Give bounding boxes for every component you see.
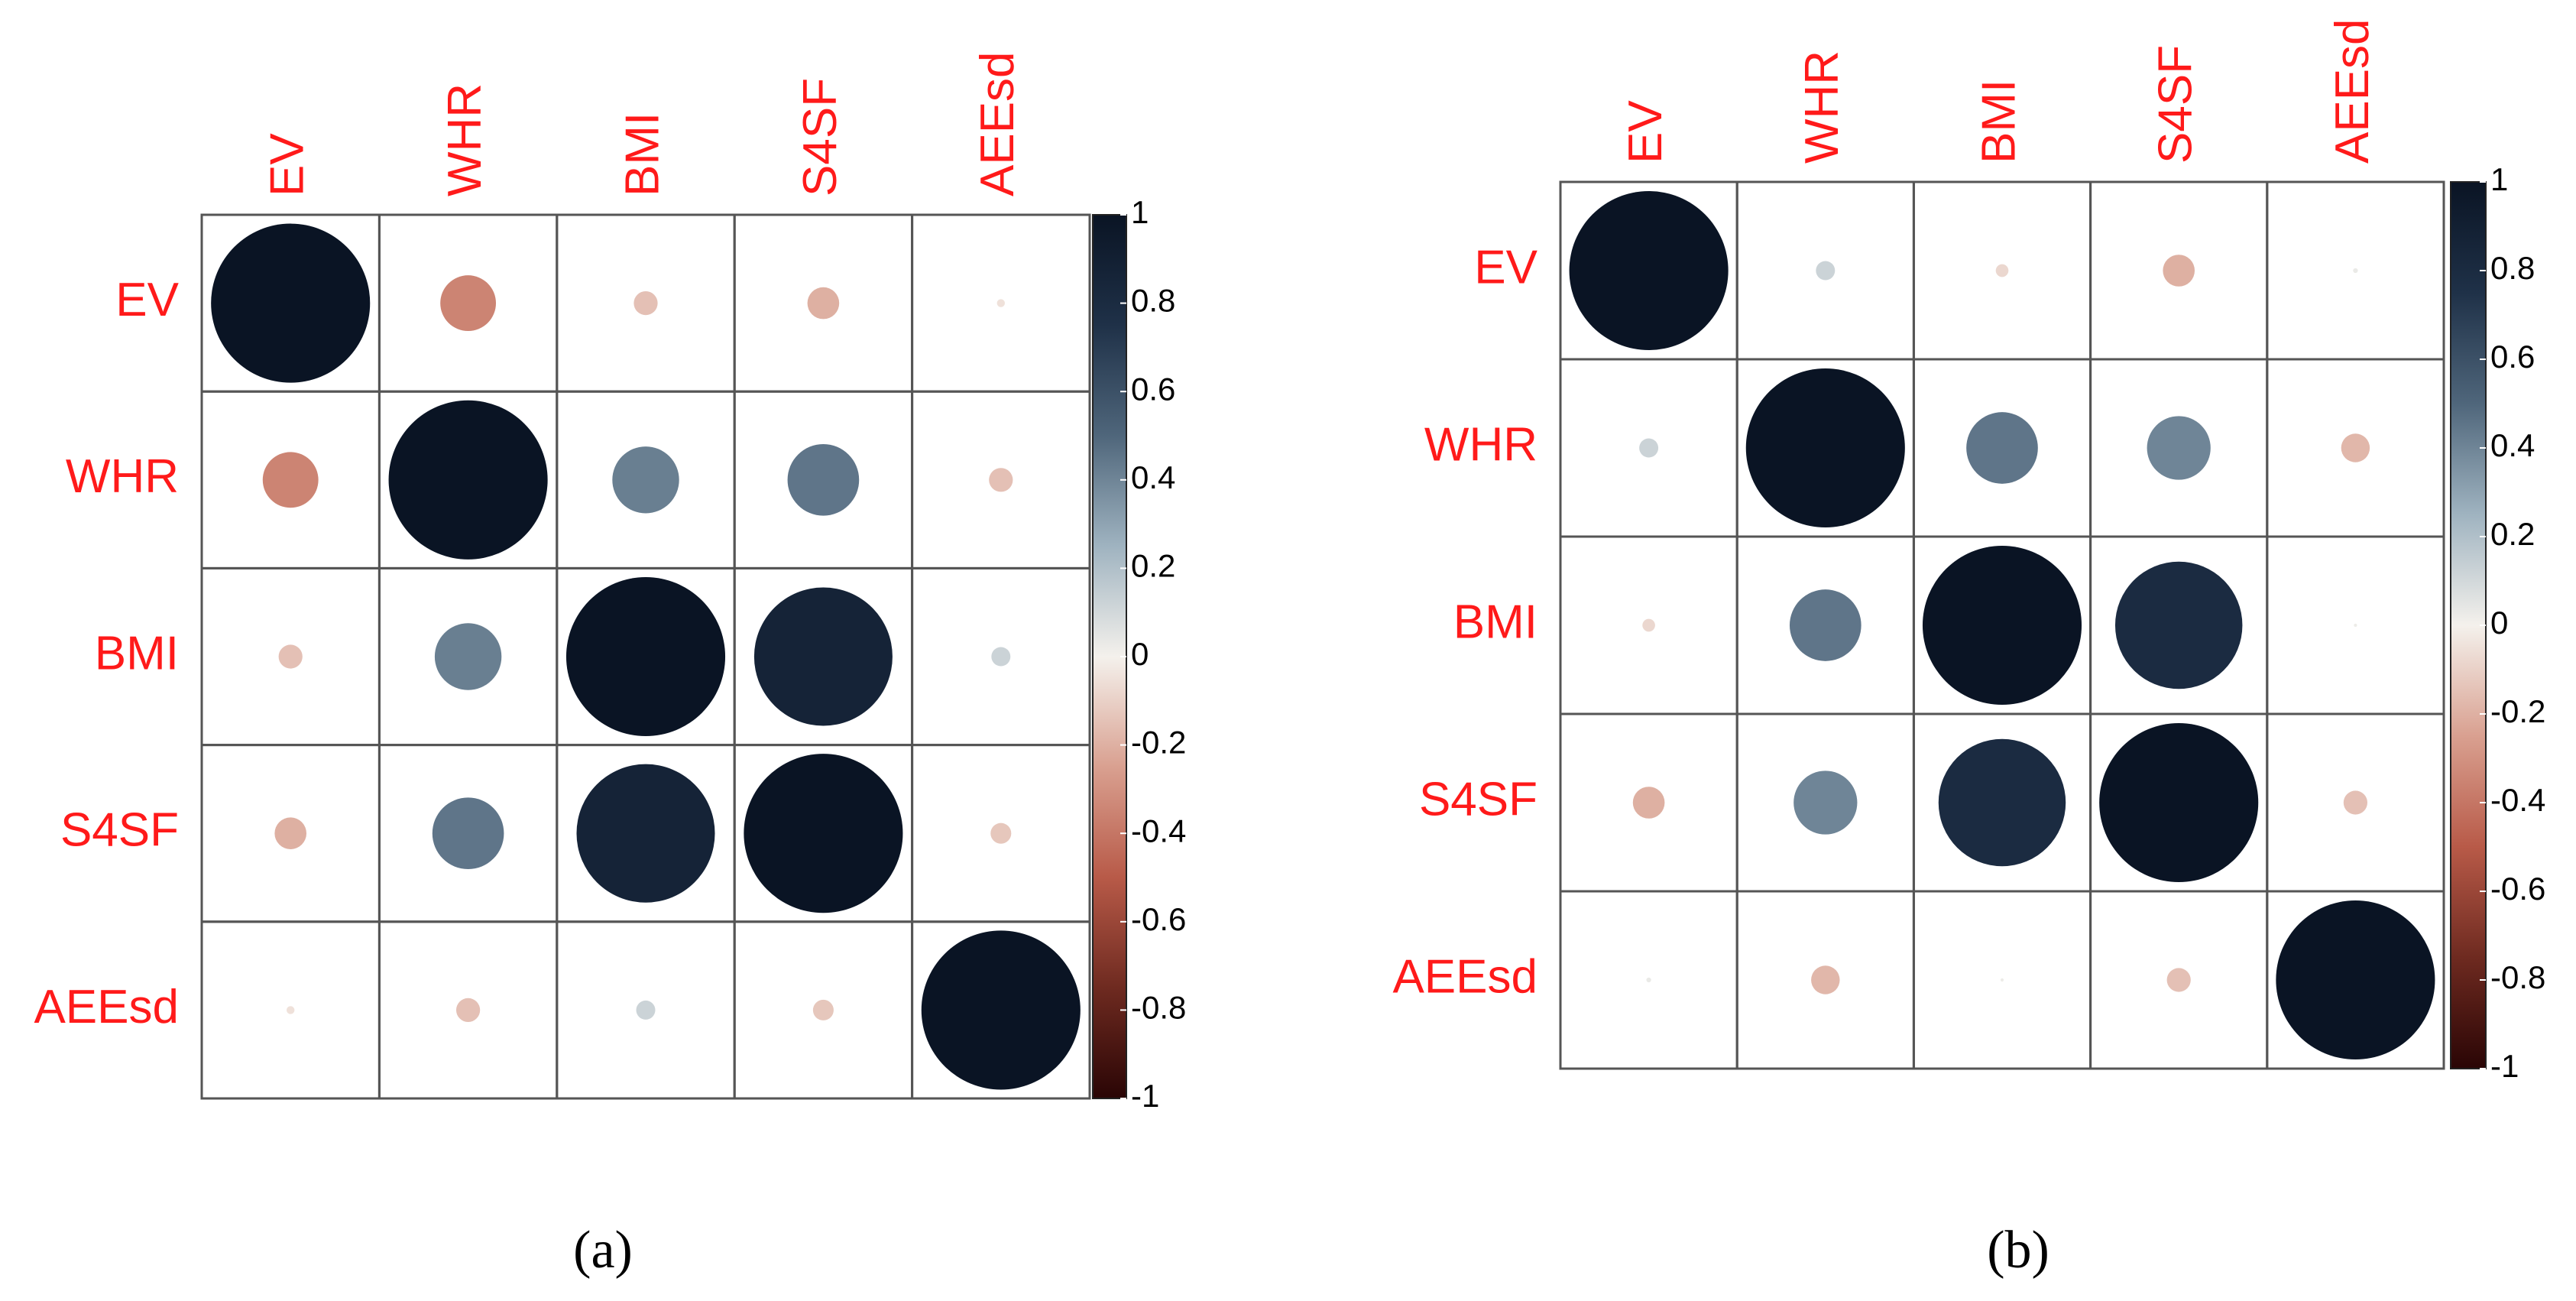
corr-circle [1639, 438, 1659, 458]
colorbar-tick-label: 0 [1131, 636, 1149, 672]
corr-circle [1745, 368, 1905, 528]
column-label: EV [261, 133, 314, 196]
corr-circle [633, 290, 658, 316]
column-label: S4SF [794, 78, 847, 196]
corr-circle [1569, 190, 1729, 351]
row-label: BMI [95, 627, 179, 680]
colorbar-tick-label: 0.4 [1131, 459, 1175, 495]
colorbar-tick-label: 0 [2490, 605, 2508, 641]
corr-circle [432, 797, 504, 870]
row-label: S4SF [60, 804, 179, 857]
corr-circle [2166, 968, 2191, 992]
colorbar-tick-label: -0.8 [1131, 989, 1186, 1025]
corr-circle [455, 998, 481, 1023]
corr-circle [990, 822, 1012, 844]
corr-circle [2276, 900, 2435, 1060]
corr-circle [278, 644, 303, 669]
colorbar-tick-label: -0.8 [2490, 959, 2545, 995]
corr-circle [1646, 977, 1651, 983]
column-label: S4SF [2150, 45, 2202, 164]
colorbar-tick-label: 0.4 [2490, 427, 2535, 463]
row-label: AEEsd [34, 981, 179, 1033]
colorbar-tick-label: -0.2 [2490, 693, 2545, 729]
corr-circle [787, 443, 860, 516]
colorbar-tick-label: 0.6 [1131, 371, 1175, 407]
row-label: EV [1474, 241, 1537, 294]
colorbar-tick-label: 0.8 [1131, 283, 1175, 319]
colorbar-tick-label: -0.4 [1131, 813, 1186, 848]
colorbar-tick-label: -0.4 [2490, 782, 2545, 818]
colorbar-tick-label: 0.2 [1131, 547, 1175, 583]
corr-circle [2341, 433, 2370, 462]
corr-circle [989, 468, 1013, 492]
corr-circle [1922, 545, 2082, 706]
corr-circle [744, 754, 903, 913]
column-label: BMI [1972, 79, 2025, 164]
cell [2266, 890, 2445, 1070]
column-label: EV [1619, 100, 1672, 164]
corr-circle [274, 817, 307, 850]
corr-circle [565, 576, 726, 737]
caption: (a) [573, 1221, 633, 1280]
corr-circle [1995, 264, 2009, 277]
corr-circle [1632, 787, 1665, 819]
corr-circle [612, 446, 679, 514]
corr-circle [1811, 965, 1840, 994]
corr-circle [2163, 255, 2195, 287]
corr-circle [1642, 618, 1655, 632]
row-label: WHR [66, 450, 179, 503]
row-label: AEEsd [1392, 950, 1537, 1003]
colorbar-tick-label: -1 [1131, 1078, 1159, 1114]
column-label: AEEsd [971, 51, 1024, 196]
corr-circle [211, 223, 371, 383]
corr-circle [262, 452, 319, 508]
colorbar-tick-label: -1 [2490, 1048, 2519, 1084]
row-label: EV [115, 274, 179, 326]
colorbar-tick-label: 1 [1131, 194, 1149, 230]
corr-circle [812, 999, 834, 1020]
corr-circle [1789, 589, 1862, 661]
corr-circle [440, 275, 497, 332]
column-label: WHR [439, 83, 491, 196]
colorbar-tick-label: 0.8 [2490, 250, 2535, 286]
corr-circle [1793, 771, 1858, 835]
corr-circle [991, 647, 1011, 667]
caption: (b) [1987, 1221, 2049, 1280]
corr-circle [921, 930, 1081, 1090]
row-label: BMI [1453, 595, 1537, 648]
cell [911, 920, 1091, 1100]
corr-circle [2114, 561, 2243, 689]
colorbar-tick-label: -0.6 [2490, 871, 2545, 907]
column-label: WHR [1796, 50, 1849, 164]
corr-circle [807, 287, 840, 320]
row-label: S4SF [1419, 773, 1537, 826]
corr-circle [2343, 790, 2368, 815]
corr-circle [1966, 412, 2038, 484]
colorbar-tick-label: 0.6 [2490, 339, 2535, 375]
colorbar-tick-label: -0.6 [1131, 901, 1186, 937]
column-label: AEEsd [2326, 18, 2379, 164]
corr-circle [2000, 978, 2004, 982]
corr-circle [576, 764, 715, 903]
colorbar-tick-label: 1 [2490, 161, 2508, 197]
corr-circle [2353, 268, 2358, 274]
corr-circle [2099, 722, 2259, 883]
corr-circle [1938, 738, 2066, 867]
column-label: BMI [616, 112, 669, 196]
row-label: WHR [1424, 418, 1537, 471]
corr-circle [2147, 416, 2211, 480]
corr-circle [1816, 261, 1836, 281]
corr-circle [636, 1000, 656, 1020]
corr-circle [434, 623, 502, 690]
corr-circle [388, 400, 548, 560]
colorbar-tick-label: -0.2 [1131, 725, 1186, 761]
corr-circle [753, 587, 893, 726]
colorbar-tick-label: 0.2 [2490, 516, 2535, 552]
corr-circle [2354, 623, 2357, 628]
corr-circle [996, 299, 1006, 307]
corr-circle [286, 1006, 295, 1014]
